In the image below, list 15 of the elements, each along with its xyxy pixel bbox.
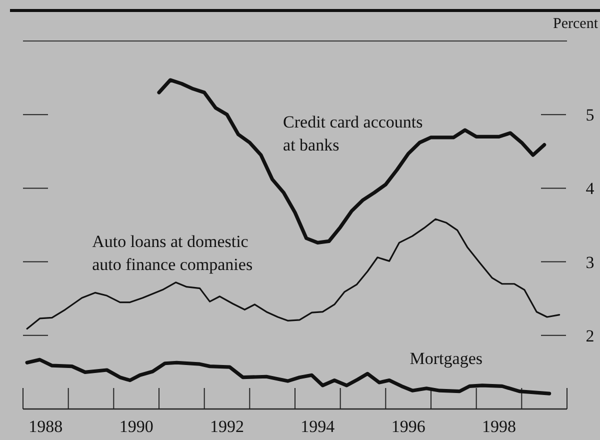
y-axis-title: Percent [553,16,599,32]
line-series [26,218,560,330]
y-tick-label: 3 [586,252,594,272]
x-tick-label: 1988 [28,417,63,436]
series-label: Auto loans at domestic auto finance companies [92,232,253,274]
x-tick-label: 1992 [210,417,244,436]
x-tick-label: 1994 [300,417,336,436]
y-tick-label: 2 [586,326,594,346]
series-label: Credit card accounts at banks [283,112,423,154]
x-tick-label: 1990 [119,417,154,436]
series-label: Mortgages [410,349,483,368]
y-tick-label: 5 [586,106,594,125]
x-tick-label: 1996 [391,417,426,436]
y-tick-label: 4 [586,179,595,198]
x-tick-label: 1998 [482,417,516,436]
